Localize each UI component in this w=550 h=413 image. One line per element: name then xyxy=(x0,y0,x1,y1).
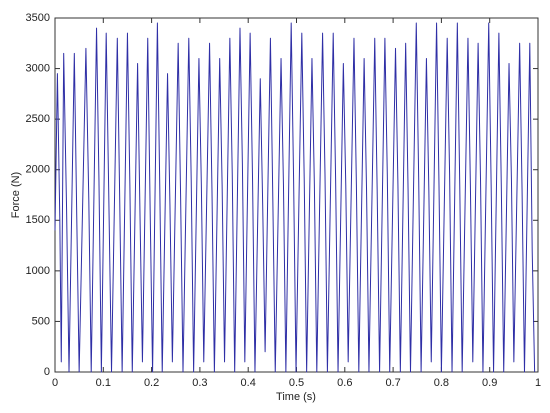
x-tick-label: 0 xyxy=(52,377,58,389)
force-line xyxy=(54,22,536,373)
x-tick-label: 0.9 xyxy=(482,377,497,389)
y-tick-label: 2500 xyxy=(26,113,50,125)
x-tick-label: 0.8 xyxy=(434,377,449,389)
x-tick-label: 0.5 xyxy=(289,377,304,389)
x-tick-label: 0.3 xyxy=(192,377,207,389)
x-tick-label: 0.2 xyxy=(144,377,159,389)
y-tick-label: 1500 xyxy=(26,214,50,226)
y-tick-label: 1000 xyxy=(26,265,50,277)
x-tick-label: 0.7 xyxy=(385,377,400,389)
x-axis-label: Time (s) xyxy=(276,391,316,403)
x-tick-label: 0.4 xyxy=(241,377,256,389)
x-tick-label: 1 xyxy=(535,377,541,389)
y-tick-label: 500 xyxy=(32,315,50,327)
x-tick-label: 0.1 xyxy=(96,377,111,389)
y-tick-label: 3000 xyxy=(26,62,50,74)
y-tick-label: 3500 xyxy=(26,12,50,24)
y-axis-label: Force (N) xyxy=(10,172,22,218)
x-tick-label: 0.6 xyxy=(337,377,352,389)
y-tick-label: 2000 xyxy=(26,164,50,176)
y-tick-label: 0 xyxy=(44,366,50,378)
